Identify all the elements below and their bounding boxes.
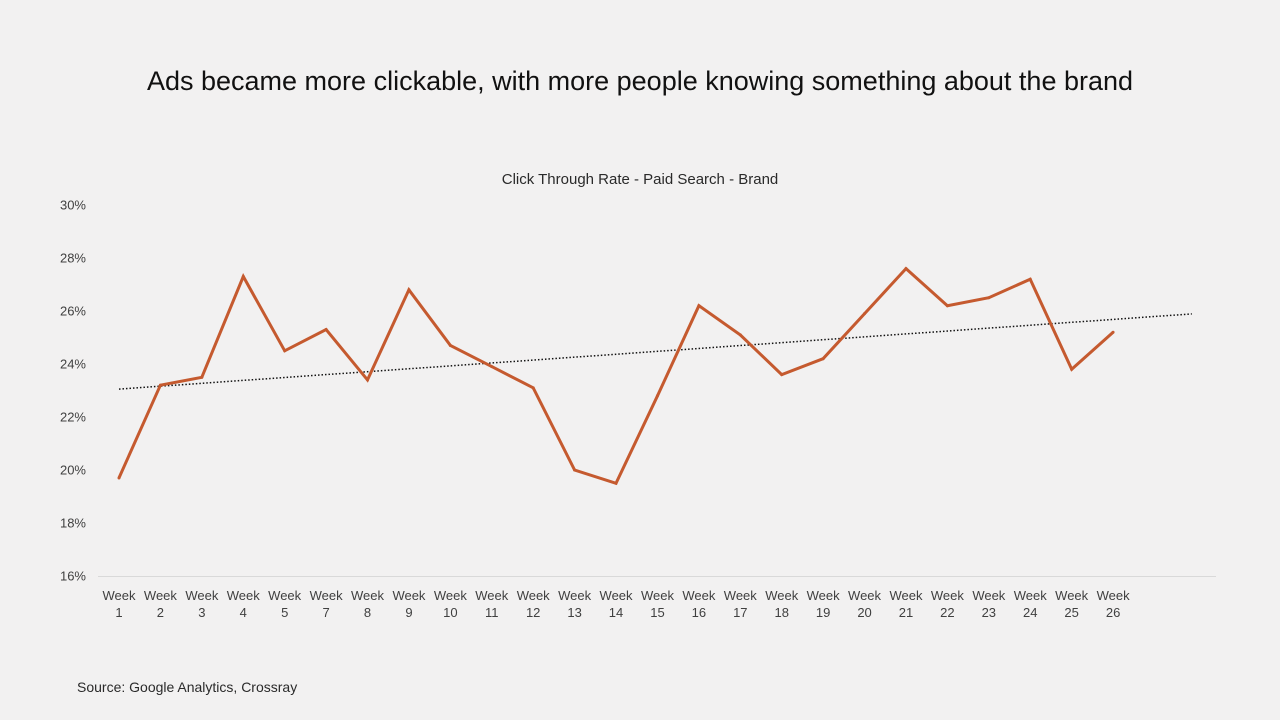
x-tick-label: Week 15 xyxy=(641,588,674,620)
x-tick-label: Week 14 xyxy=(600,588,633,620)
data-point xyxy=(158,383,162,387)
x-tick-label: Week 11 xyxy=(475,588,508,620)
x-tick-label: Week 24 xyxy=(1014,588,1047,620)
x-tick-label: Week 21 xyxy=(889,588,922,620)
data-point xyxy=(573,468,577,472)
data-point xyxy=(821,357,825,361)
data-point xyxy=(1111,330,1115,334)
x-tick-label: Week 8 xyxy=(351,588,384,620)
x-tick-label: Week 23 xyxy=(972,588,1005,620)
x-tick-label: Week 12 xyxy=(517,588,550,620)
x-tick-label: Week 3 xyxy=(185,588,218,620)
y-tick-label: 20% xyxy=(60,463,86,478)
x-tick-label: Week 20 xyxy=(848,588,881,620)
series-line-ctr xyxy=(117,266,1115,486)
data-point xyxy=(1028,277,1032,281)
data-point xyxy=(614,481,618,485)
data-point xyxy=(490,365,494,369)
x-tick-label: Week 13 xyxy=(558,588,591,620)
data-point xyxy=(407,288,411,292)
data-point xyxy=(904,267,908,271)
data-point xyxy=(117,476,121,480)
data-point xyxy=(738,333,742,337)
data-point xyxy=(200,375,204,379)
data-point xyxy=(697,304,701,308)
x-tick-label: Week 4 xyxy=(227,588,260,620)
data-point xyxy=(780,373,784,377)
data-point xyxy=(448,343,452,347)
x-tick-label: Week 25 xyxy=(1055,588,1088,620)
x-tick-label: Week 7 xyxy=(310,588,343,620)
data-point xyxy=(324,328,328,332)
data-point xyxy=(1070,367,1074,371)
y-tick-label: 30% xyxy=(60,198,86,213)
chart-title: Click Through Rate - Paid Search - Brand xyxy=(502,171,779,188)
x-tick-label: Week 2 xyxy=(144,588,177,620)
x-tick-label: Week 1 xyxy=(103,588,136,620)
data-point xyxy=(283,349,287,353)
slide-headline: Ads became more clickable, with more peo… xyxy=(146,66,1134,96)
y-tick-label: 16% xyxy=(60,569,86,584)
trendline xyxy=(118,313,1192,390)
x-tick-label: Week 9 xyxy=(392,588,425,620)
x-tick-label: Week 16 xyxy=(682,588,715,620)
data-point xyxy=(531,386,535,390)
x-tick-label: Week 22 xyxy=(931,588,964,620)
y-tick-label: 26% xyxy=(60,304,86,319)
x-tick-label: Week 10 xyxy=(434,588,467,620)
x-tick-label: Week 19 xyxy=(807,588,840,620)
x-tick-label: Week 26 xyxy=(1097,588,1130,620)
data-point xyxy=(366,378,370,382)
data-point xyxy=(945,304,949,308)
data-point xyxy=(655,394,659,398)
data-point xyxy=(987,296,991,300)
x-tick-label: Week 18 xyxy=(765,588,798,620)
y-axis-ticks: 16% 18% 20% 22% 24% 26% 28% 30% xyxy=(60,198,86,584)
y-tick-label: 28% xyxy=(60,251,86,266)
source-note: Source: Google Analytics, Crossray xyxy=(77,679,298,695)
x-tick-label: Week 5 xyxy=(268,588,301,620)
y-tick-label: 18% xyxy=(60,516,86,531)
x-tick-label: Week 17 xyxy=(724,588,757,620)
data-point xyxy=(241,275,245,279)
data-point xyxy=(863,312,867,316)
y-tick-label: 24% xyxy=(60,357,86,372)
y-tick-label: 22% xyxy=(60,410,86,425)
